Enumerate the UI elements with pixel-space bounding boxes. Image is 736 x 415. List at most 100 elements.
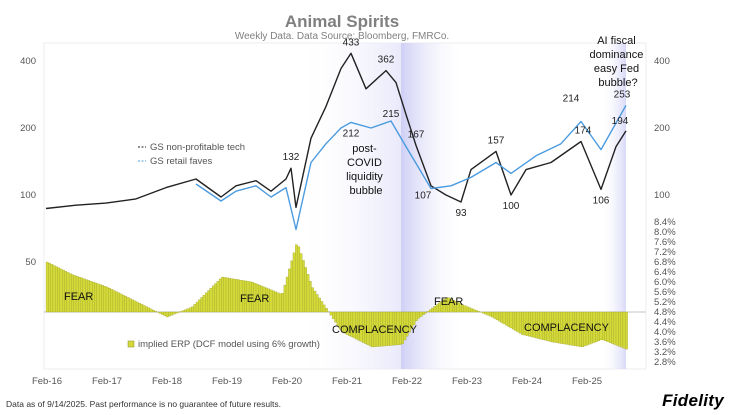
erp-bar [55,266,58,313]
erp-bar [191,306,194,313]
erp-bar [620,311,624,348]
point-label: 174 [575,125,592,136]
left-tick-label: 400 [20,56,36,67]
series-lines [45,52,627,231]
erp-bar [422,311,425,316]
erp-bar [202,294,206,313]
erp-bar [502,311,506,325]
erp-bar [475,310,478,313]
right-tick-label: 6.0% [654,277,676,288]
erp-bar [170,311,174,316]
erp-bar [105,286,109,313]
right-tick-label: 8.4% [654,217,676,228]
x-axis: Feb-16 Feb-17 Feb-18 Feb-19 Feb-20 Feb-21 Feb-… [32,376,602,387]
erp-bar [329,311,333,316]
left-axis: 400 200 100 50 [20,56,36,268]
erp-bar [207,290,211,313]
erp-bar [218,278,222,313]
erp-bar [512,311,515,330]
erp-bar [200,297,204,313]
regime-label-fear-1: FEAR [64,291,93,303]
erp-bar [154,311,157,313]
erp-bar [52,265,56,313]
point-label: 93 [455,208,467,219]
erp-bar [618,311,621,347]
erp-bar [322,304,326,313]
erp-bar [297,246,301,313]
erp-bar [232,278,236,313]
erp-bar [486,311,490,316]
point-label: 157 [488,135,505,146]
erp-bar [142,305,146,313]
right-tick-label: 7.6% [654,237,676,248]
erp-bar [472,309,476,313]
erp-bar [304,267,307,313]
point-label: 212 [343,128,360,139]
erp-bar [269,289,273,313]
x-tick-label: Feb-20 [272,376,302,387]
erp-bar [488,311,492,317]
right-tick-label: 100 [654,190,670,201]
point-label: 106 [593,195,610,206]
erp-bar [311,287,314,313]
erp-bar [417,311,421,319]
x-tick-label: Feb-16 [32,376,62,387]
footnote: Data as of 9/14/2025. Past performance i… [6,399,281,409]
right-tick-label: 400 [654,56,670,67]
x-tick-label: Feb-17 [92,376,122,387]
erp-bar [412,311,416,325]
right-tick-label: 2.8% [654,357,676,368]
erp-bar [145,306,148,313]
erp-bar [611,311,614,344]
erp-bar [272,290,275,313]
point-label: 214 [563,93,580,104]
erp-bar [428,309,432,313]
erp-bar [175,311,178,314]
erp-bar [295,244,298,313]
regime-label-complacency-2: COMPLACENCY [524,322,610,334]
point-label: 194 [612,116,629,127]
point-label: 433 [343,37,360,48]
right-tick-label: 7.2% [654,247,676,258]
regime-label-fear-2: FEAR [240,293,269,305]
erp-bar [419,311,423,317]
annotation-post-covid: post- COVID liquidity bubble [346,143,386,197]
erp-bar [491,311,494,318]
x-tick-label: Feb-24 [512,376,542,387]
erp-bar [103,286,107,313]
erp-bar [124,296,127,313]
legend: GS non-profitable tech GS retail faves i… [127,142,320,350]
right-tick-label: 6.4% [654,267,676,278]
erp-bar [184,309,187,313]
right-tick-label: 8.0% [654,227,676,238]
erp-bar [283,284,287,313]
erp-bar [117,292,121,313]
regime-label-fear-3: FEAR [434,296,463,308]
erp-bar [308,281,312,313]
erp-bar [498,311,501,322]
erp-bar [149,308,153,313]
erp-bar [45,261,49,313]
erp-bar [223,277,227,313]
x-tick-label: Feb-22 [392,376,422,387]
erp-bar [161,311,164,315]
erp-bar [115,291,118,313]
erp-bar [514,311,517,331]
erp-bar [188,307,192,313]
erp-bar [221,276,224,313]
erp-bar [500,311,504,323]
erp-bar [288,268,291,313]
legend-swatch-erp [127,340,135,348]
point-label: 362 [378,55,395,66]
legend-label-retail: GS retail faves [150,156,213,167]
erp-bar [334,311,337,323]
erp-bar [168,311,171,317]
erp-bar [477,311,481,313]
series-line-retail-faves [195,104,627,231]
erp-bar [112,290,116,313]
erp-bar [101,285,104,313]
erp-bar [313,290,317,313]
right-tick-label: 3.6% [654,337,676,348]
right-tick-label: 5.2% [654,297,676,308]
point-label: 167 [408,129,425,140]
